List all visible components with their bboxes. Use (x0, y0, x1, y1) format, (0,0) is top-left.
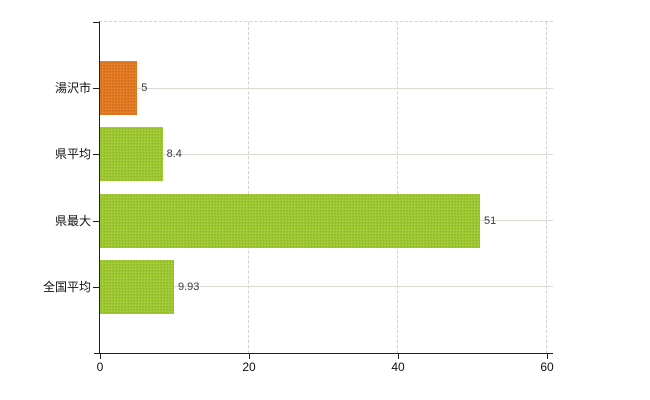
y-axis-tick (93, 154, 100, 156)
y-axis-tick (93, 220, 100, 222)
bar-value-label: 51 (483, 214, 497, 227)
y-axis-tick (93, 88, 100, 90)
h-gridline (100, 87, 553, 89)
y-axis-tick (93, 286, 100, 288)
y-axis-label: 全国平均 (42, 279, 91, 294)
bar (100, 127, 163, 182)
bar (100, 61, 138, 116)
y-axis-top-tick (93, 22, 100, 23)
v-gridline (546, 22, 548, 353)
y-axis-label: 県平均 (54, 147, 91, 162)
x-axis-tick (100, 354, 101, 359)
y-axis-label: 県最大 (54, 213, 91, 228)
h-gridline (100, 153, 553, 155)
plot-area: 5 8.4 51 9.93 (99, 21, 553, 354)
bar (100, 259, 174, 314)
x-axis-tick (398, 354, 400, 359)
bar-value-label: 9.93 (177, 280, 200, 293)
x-axis-tick-label: 60 (540, 360, 554, 374)
bar-value-label: 8.4 (166, 148, 182, 161)
bar (100, 193, 480, 248)
v-gridline (397, 22, 399, 353)
h-gridline (100, 286, 553, 288)
x-axis-tick (547, 354, 549, 359)
x-axis-tick-label: 20 (242, 360, 256, 374)
x-axis-tick-label: 0 (96, 360, 104, 374)
v-gridline (248, 22, 249, 353)
x-axis-tick (249, 354, 250, 359)
y-axis-label: 湯沢市 (54, 81, 91, 96)
x-axis-tick-label: 40 (391, 360, 405, 374)
x-axis-line (94, 353, 100, 354)
bar-value-label: 5 (141, 82, 148, 95)
